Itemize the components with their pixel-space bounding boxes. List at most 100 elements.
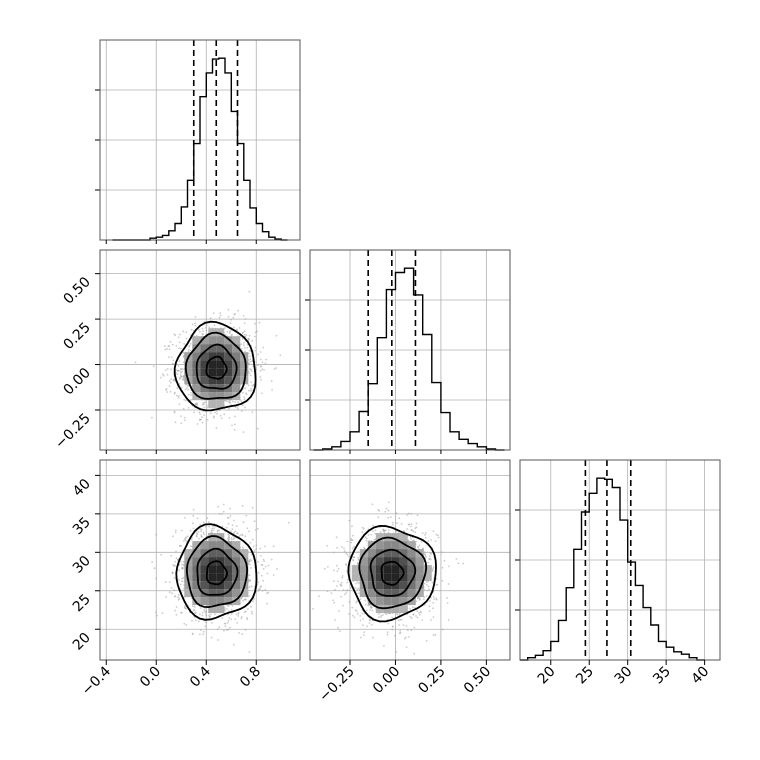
scatter-point xyxy=(421,532,424,534)
scatter-point xyxy=(242,431,245,433)
density-cell xyxy=(192,392,201,401)
x-tick-label: −0.25 xyxy=(316,664,358,706)
density-cell xyxy=(383,565,392,574)
scatter-point xyxy=(259,588,261,591)
scatter-point xyxy=(257,581,260,584)
scatter-point xyxy=(267,591,270,594)
scatter-point xyxy=(362,618,365,620)
scatter-point xyxy=(251,538,254,541)
scatter-point xyxy=(225,628,228,631)
scatter-point xyxy=(174,421,177,424)
panel-frame xyxy=(99,459,301,661)
scatter-point xyxy=(430,539,433,541)
density-cell xyxy=(216,352,225,361)
scatter-point xyxy=(195,619,197,622)
scatter-point xyxy=(355,582,357,585)
scatter-point xyxy=(191,619,193,622)
scatter-point xyxy=(364,603,367,606)
density-cell xyxy=(208,541,217,550)
scatter-point xyxy=(355,610,358,612)
hist-panel-1 xyxy=(305,249,511,454)
scatter-point xyxy=(391,628,394,631)
scatter-point xyxy=(168,356,170,358)
scatter-point xyxy=(441,628,444,631)
scatter-point xyxy=(369,618,372,621)
scatter-point xyxy=(432,596,435,598)
scatter-point xyxy=(386,633,389,636)
y-tick-label: 0.25 xyxy=(60,320,93,353)
density-cell xyxy=(192,557,201,566)
scatter-point xyxy=(356,612,359,615)
scatter-point xyxy=(362,634,365,636)
scatter-point xyxy=(346,553,349,556)
density-cell xyxy=(192,573,201,582)
density-cell xyxy=(391,565,400,574)
scatter-point xyxy=(254,331,257,334)
scatter-point xyxy=(164,348,167,351)
scatter-point xyxy=(356,581,359,583)
density-cell xyxy=(208,336,217,345)
scatter-point xyxy=(249,358,252,361)
scatter-point xyxy=(208,326,211,329)
scatter-point xyxy=(345,592,348,594)
scatter-point xyxy=(170,378,172,381)
scatter-point xyxy=(391,521,394,524)
scatter-point xyxy=(174,334,177,337)
scatter-point xyxy=(212,529,215,532)
x-tick-label: 25 xyxy=(573,664,597,688)
scatter-point xyxy=(413,606,416,609)
scatter-point xyxy=(443,559,446,562)
scatter-point xyxy=(364,536,367,539)
scatter-point xyxy=(250,370,253,373)
scatter-point xyxy=(230,318,233,321)
scatter-point xyxy=(336,570,339,573)
scatter-point xyxy=(209,412,212,415)
scatter-point xyxy=(183,622,186,625)
scatter-point xyxy=(230,537,233,539)
scatter-point xyxy=(244,406,246,409)
scatter-point xyxy=(184,388,187,391)
scatter-point xyxy=(243,322,246,325)
scatter-point xyxy=(175,550,177,553)
density-cell xyxy=(391,573,400,582)
density-cell xyxy=(399,557,408,566)
scatter-point xyxy=(243,342,245,344)
scatter-point xyxy=(396,522,398,525)
scatter-point xyxy=(264,545,266,548)
density-cell xyxy=(184,549,193,558)
y-axis-1: −0.250.000.250.50 xyxy=(52,273,100,452)
scatter-point xyxy=(342,589,345,591)
density-cell xyxy=(216,336,225,345)
density-cell xyxy=(216,565,225,574)
density-cell xyxy=(200,597,209,606)
scatter-point xyxy=(264,588,267,591)
scatter-point xyxy=(377,516,380,519)
scatter-point xyxy=(235,525,238,527)
scatter-point xyxy=(402,624,405,626)
scatter-point xyxy=(181,370,183,373)
scatter-point xyxy=(391,616,394,619)
scatter-point xyxy=(390,516,392,518)
scatter-point xyxy=(383,645,385,647)
density-cell xyxy=(224,384,233,393)
scatter-point xyxy=(433,598,436,600)
scatter-point xyxy=(266,572,269,575)
scatter-point xyxy=(430,619,432,621)
scatter-point xyxy=(412,530,415,533)
scatter-point xyxy=(343,593,346,596)
scatter-point xyxy=(339,630,341,632)
scatter-point xyxy=(180,368,183,370)
scatter-point xyxy=(257,353,259,356)
density-cell xyxy=(200,541,209,550)
scatter-point xyxy=(440,551,443,553)
scatter-point xyxy=(394,634,396,637)
contour-level-0 xyxy=(205,560,229,586)
scatter-point xyxy=(248,363,251,365)
density-cell xyxy=(184,581,193,590)
scatter-point xyxy=(201,333,204,336)
scatter-point xyxy=(163,345,166,348)
density-cell xyxy=(415,557,424,566)
scatter-point xyxy=(176,373,179,375)
scatter-point xyxy=(427,561,430,564)
scatter-point xyxy=(368,622,371,624)
